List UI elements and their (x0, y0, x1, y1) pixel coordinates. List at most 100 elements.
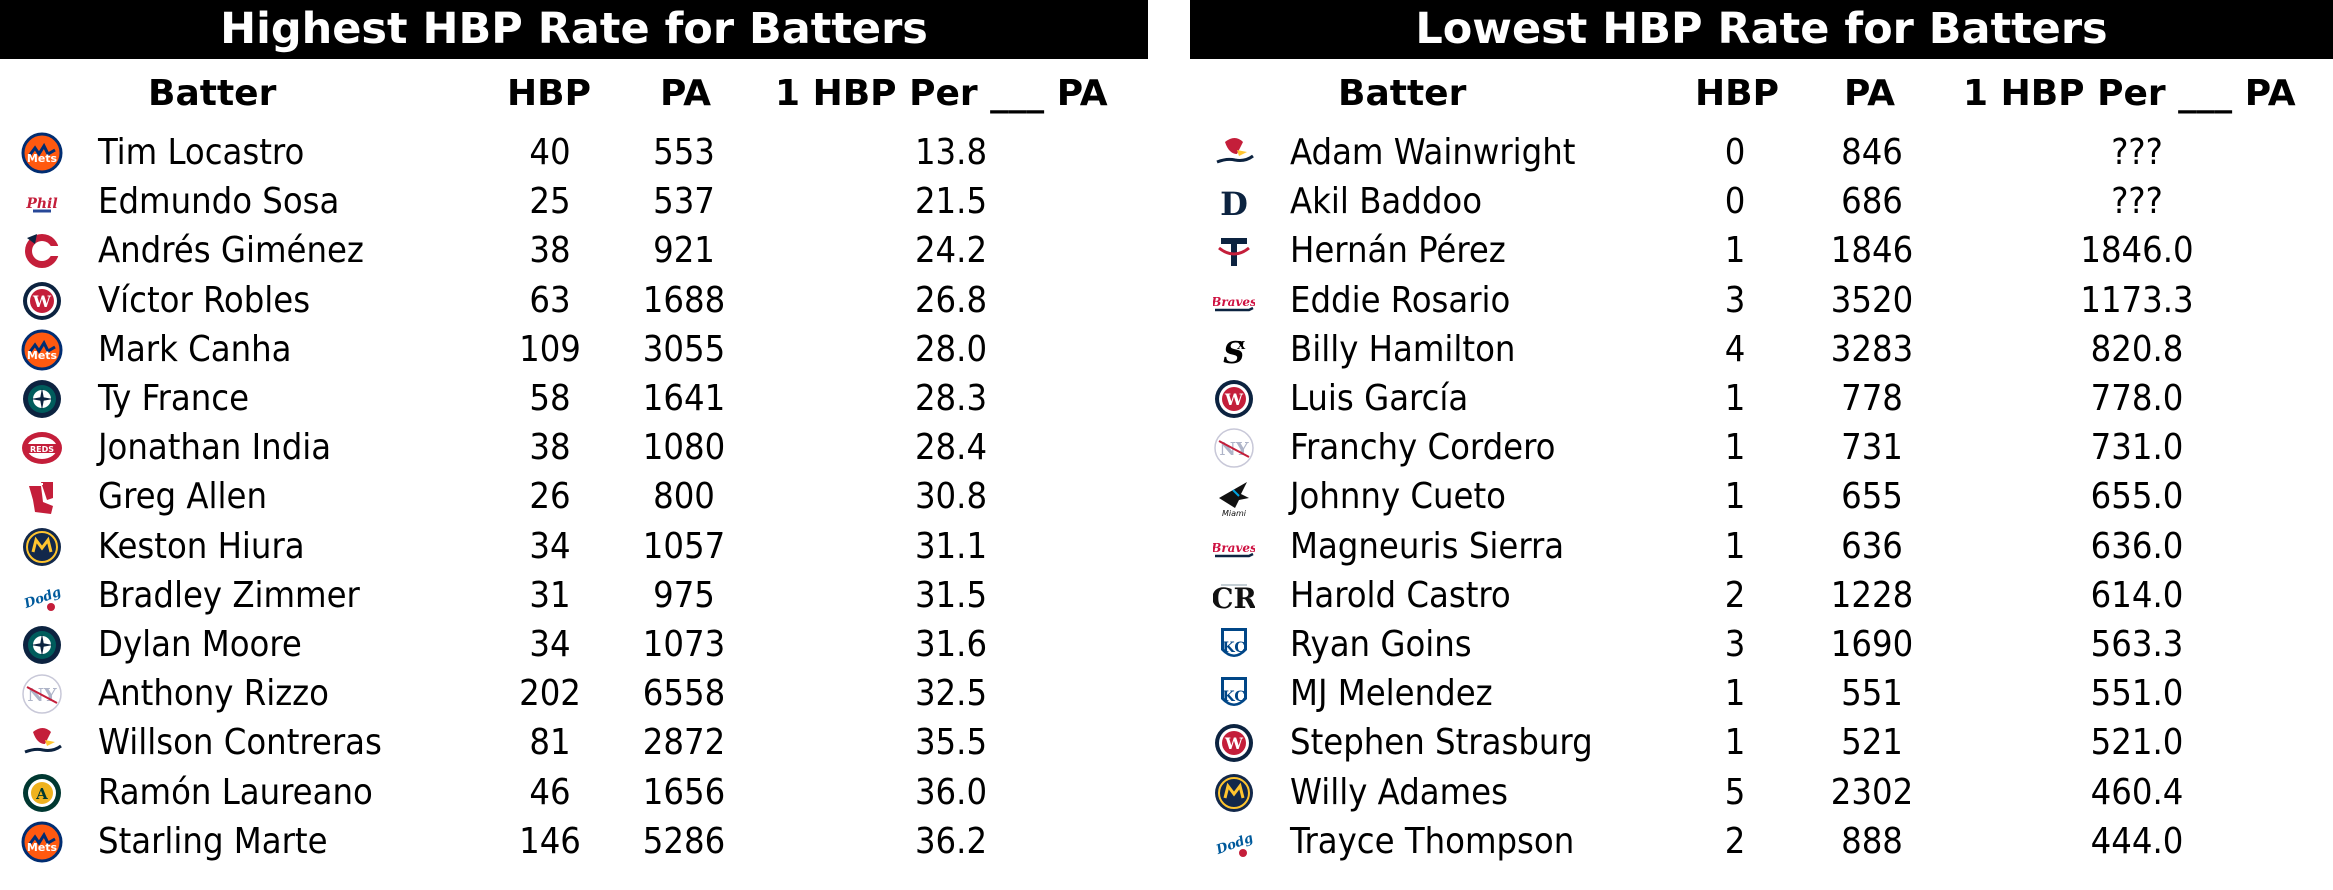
batter-name: Adam Wainwright (1290, 132, 1576, 173)
batter-name: Greg Allen (98, 476, 268, 518)
table-row: Greg Allen 26 800 30.8 (0, 472, 1148, 521)
lowest-hbp-panel: Lowest HBP Rate for Batters Batter HBP P… (1190, 0, 2333, 862)
svg-text:Dodg: Dodg (21, 585, 63, 612)
rate-value: 26.8 (914, 279, 988, 321)
rate-value: 551.0 (2090, 673, 2184, 715)
batter-name: Keston Hiura (98, 525, 305, 567)
rate-value: 778.0 (2090, 378, 2184, 419)
rate-value: 614.0 (2090, 574, 2184, 616)
batter-name: Johnny Cueto (1290, 476, 1506, 518)
guardians-icon (21, 230, 63, 272)
svg-text:KC: KC (1223, 640, 1246, 656)
pa-value: 551 (1841, 673, 1903, 715)
rate-value: 28.4 (914, 427, 988, 469)
pa-value: 778 (1841, 378, 1903, 419)
rate-value: 460.4 (2090, 771, 2184, 813)
table-row: W Víctor Robles 63 1688 26.8 (0, 276, 1148, 325)
braves-icon: Braves (1213, 526, 1255, 568)
royals-icon: KC (1213, 624, 1255, 666)
rate-value: 36.2 (914, 820, 988, 862)
hbp-value: 31 (529, 574, 571, 616)
athletics-icon: A (21, 772, 63, 814)
panel-title: Lowest HBP Rate for Batters (1190, 0, 2333, 59)
batter-name: MJ Melendez (1290, 673, 1493, 715)
pa-value: 3520 (1830, 279, 1914, 321)
hbp-value: 1 (1724, 525, 1746, 567)
header-rate: 1 HBP Per ___ PA (1963, 73, 2296, 114)
braves-icon: Braves (1213, 280, 1255, 322)
svg-text:KC: KC (1223, 689, 1246, 705)
table-row: Ty France 58 1641 28.3 (0, 374, 1148, 423)
table-row: REDS Jonathan India 38 1080 28.4 (0, 423, 1148, 472)
hbp-value: 40 (529, 132, 571, 173)
pa-value: 1846 (1830, 230, 1914, 272)
svg-text:REDS: REDS (30, 445, 54, 454)
nationals-icon: W (21, 280, 63, 322)
hbp-value: 2 (1724, 574, 1746, 616)
marlins-icon: Miami (1213, 476, 1255, 518)
table-row: W Luis García 1 778 778.0 (1190, 374, 2333, 423)
hbp-value: 81 (529, 722, 571, 764)
pa-value: 636 (1841, 525, 1903, 567)
hbp-value: 38 (529, 230, 571, 272)
table-row: Dylan Moore 34 1073 31.6 (0, 620, 1148, 669)
batter-name: Dylan Moore (98, 624, 302, 665)
pa-value: 553 (653, 132, 715, 173)
batter-name: Hernán Pérez (1290, 230, 1506, 272)
table-row: A Ramón Laureano 46 1656 36.0 (0, 768, 1148, 817)
table-row: S X Billy Hamilton 4 3283 820.8 (1190, 325, 2333, 374)
svg-text:W: W (1224, 734, 1244, 753)
hbp-value: 4 (1724, 328, 1746, 370)
pa-value: 2302 (1830, 771, 1914, 813)
table-row: W Stephen Strasburg 1 521 521.0 (1190, 718, 2333, 767)
batter-name: Willy Adames (1290, 771, 1508, 813)
hbp-value: 146 (519, 820, 581, 862)
rate-value: 31.5 (914, 574, 988, 616)
pa-value: 888 (1841, 820, 1903, 862)
svg-text:Dodg: Dodg (1213, 831, 1255, 858)
hbp-value: 202 (519, 673, 581, 715)
pa-value: 1656 (642, 771, 726, 813)
highest-hbp-panel: Highest HBP Rate for Batters Batter HBP … (0, 0, 1148, 863)
batter-name: Edmundo Sosa (98, 181, 340, 223)
batter-name: Andrés Giménez (98, 230, 364, 272)
rate-value: 521.0 (2090, 722, 2184, 764)
hbp-value: 63 (529, 279, 571, 321)
hbp-value: 1 (1724, 722, 1746, 764)
mariners-icon (21, 378, 63, 420)
table-row: Braves Magneuris Sierra 1 636 636.0 (1190, 522, 2333, 571)
table-row: Phil Edmundo Sosa 25 537 21.5 (0, 177, 1148, 226)
reds-icon: REDS (21, 427, 63, 469)
mets-icon: Mets (21, 329, 63, 371)
table-row: Mets Starling Marte 146 5286 36.2 (0, 817, 1148, 866)
table-row: Dodg Trayce Thompson 2 888 444.0 (1190, 817, 2333, 866)
pa-value: 3055 (642, 328, 726, 370)
header-pa: PA (1844, 73, 1895, 114)
pa-value: 2872 (642, 722, 726, 764)
rate-value: 1846.0 (2080, 230, 2194, 272)
phillies-icon: Phil (21, 181, 63, 223)
rockies-icon: CR (1213, 575, 1255, 617)
svg-text:D: D (1220, 185, 1248, 223)
rate-value: 31.1 (914, 525, 988, 567)
svg-text:S: S (1223, 336, 1245, 371)
rate-value: ??? (2111, 181, 2163, 223)
rate-value: 1173.3 (2080, 279, 2194, 321)
cardinals-icon (1213, 132, 1255, 174)
rate-value: 30.8 (914, 476, 988, 518)
batter-name: Franchy Cordero (1290, 427, 1556, 469)
hbp-value: 1 (1724, 427, 1746, 469)
table-row: Miami Johnny Cueto 1 655 655.0 (1190, 472, 2333, 521)
hbp-value: 26 (529, 476, 571, 518)
batter-name: Luis García (1290, 378, 1469, 419)
hbp-value: 0 (1724, 132, 1746, 173)
batter-name: Stephen Strasburg (1290, 722, 1593, 764)
table-row: Willy Adames 5 2302 460.4 (1190, 768, 2333, 817)
cardinals-icon (21, 722, 63, 764)
hbp-value: 34 (529, 624, 571, 665)
mariners-icon (21, 624, 63, 666)
pa-value: 655 (1841, 476, 1903, 518)
tigers-icon: D (1213, 181, 1255, 223)
batter-name: Starling Marte (98, 820, 328, 862)
